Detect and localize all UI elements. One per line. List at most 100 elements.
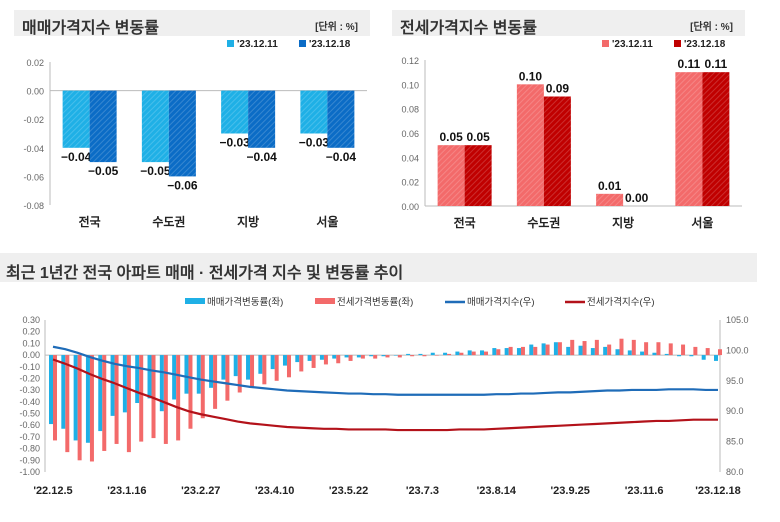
data-label: −0.04 (326, 150, 357, 164)
x-tick-label: '23.11.6 (625, 485, 664, 497)
rent-chart-title: 전세가격지수 변동률 (400, 20, 537, 37)
data-label: 0.01 (598, 179, 622, 193)
trend-bar (545, 344, 550, 356)
y-tick-label: -0.08 (23, 201, 44, 211)
left-tick-label: -0.70 (19, 432, 40, 442)
trend-bar (607, 344, 612, 356)
trend-bar (397, 355, 402, 358)
y-tick-label: -0.02 (23, 115, 44, 125)
sale-chart-title: 매매가격지수 변동률 (22, 20, 159, 37)
y-tick-label: -0.04 (23, 144, 44, 154)
trend-bar (184, 355, 189, 394)
bar-hatch (437, 145, 465, 206)
left-tick-label: -0.30 (19, 385, 40, 395)
right-tick-label: 85.0 (726, 437, 744, 447)
trend-bar (139, 355, 144, 442)
right-tick-label: 95.0 (726, 376, 744, 386)
bar-hatch (596, 193, 624, 206)
right-tick-label: 90.0 (726, 406, 744, 416)
y-tick-label: 0.08 (401, 105, 419, 115)
data-label: −0.04 (61, 150, 92, 164)
data-label: −0.06 (167, 178, 198, 192)
trend-bar (307, 355, 312, 361)
trend-bar (348, 355, 353, 361)
trend-bar (126, 355, 131, 453)
trend-bar (677, 355, 682, 357)
trend-bar (393, 355, 398, 356)
trend-bar (459, 352, 464, 356)
legend-swatch (185, 298, 205, 304)
trend-bar (520, 346, 525, 356)
bar-hatch (327, 90, 355, 148)
left-tick-label: -0.80 (19, 444, 40, 454)
right-tick-label: 80.0 (726, 467, 744, 477)
trend-bar (410, 355, 415, 357)
data-label: −0.05 (88, 164, 119, 178)
data-label: −0.04 (246, 150, 277, 164)
trend-bar (533, 346, 538, 356)
legend-swatch (227, 40, 234, 47)
trend-bar (430, 352, 435, 356)
x-tick-label: '23.4.10 (255, 485, 294, 497)
trend-bar (566, 346, 571, 356)
left-tick-label: -1.00 (19, 467, 40, 477)
data-label: 0.11 (705, 57, 728, 71)
trend-bar (496, 349, 501, 356)
right-tick-label: 105.0 (726, 315, 749, 325)
trend-bar (49, 355, 53, 425)
x-tick-label: '23.9.25 (551, 485, 590, 497)
trend-bar (619, 338, 624, 356)
trend-bar (200, 355, 205, 419)
trend-bar (471, 351, 476, 356)
x-tick-label: '23.2.27 (181, 485, 220, 497)
data-label: 0.11 (678, 57, 701, 71)
trend-bar (262, 355, 267, 385)
trend-bar (467, 350, 472, 356)
data-label: 0.05 (439, 130, 463, 144)
trend-bar (163, 355, 168, 444)
trend-bar (652, 352, 657, 356)
legend-label: '23.12.18 (684, 39, 726, 50)
trend-bar (594, 339, 599, 356)
trend-bar (360, 355, 365, 359)
legend-swatch (315, 298, 335, 304)
data-label: −0.03 (219, 136, 250, 150)
left-tick-label: -0.10 (19, 362, 40, 372)
y-tick-label: 0.02 (26, 58, 44, 68)
trend-chart-header: 최근 1년간 전국 아파트 매매 · 전세가격 지수 및 변동률 추이 (0, 253, 757, 282)
trend-bar (570, 339, 575, 356)
trend-bar (102, 355, 107, 451)
trend-bar (590, 348, 595, 356)
trend-bar (381, 355, 386, 357)
trend-bar (114, 355, 119, 444)
trend-bar (529, 344, 534, 356)
bar-hatch (675, 72, 703, 207)
category-label: 수도권 (152, 215, 185, 229)
y-tick-label: 0.00 (401, 202, 419, 212)
rent-chart-unit: [단위 : %] (690, 22, 733, 33)
trend-bar (656, 342, 661, 356)
y-tick-label: 0.00 (26, 87, 44, 97)
trend-bar (122, 355, 127, 413)
trend-bar (582, 341, 587, 356)
left-tick-label: -0.20 (19, 373, 40, 383)
y-tick-label: 0.10 (401, 80, 419, 90)
trend-bar (319, 355, 324, 360)
data-label: 0.00 (625, 191, 649, 205)
legend-label: '23.12.18 (309, 39, 351, 50)
x-tick-label: '23.12.18 (695, 485, 740, 497)
sale-chart-unit: [단위 : %] (315, 22, 358, 33)
trend-bar (286, 355, 291, 378)
trend-bar (718, 349, 722, 356)
data-label: −0.05 (140, 164, 171, 178)
trend-bar (689, 355, 694, 357)
trend-bar (270, 355, 275, 370)
trend-bar (714, 355, 718, 361)
trend-line (52, 345, 718, 396)
trend-bar (344, 355, 349, 358)
trend-bar (418, 353, 423, 356)
trend-bar (541, 343, 546, 356)
x-tick-label: '23.1.16 (107, 485, 146, 497)
trend-bar (159, 355, 164, 412)
